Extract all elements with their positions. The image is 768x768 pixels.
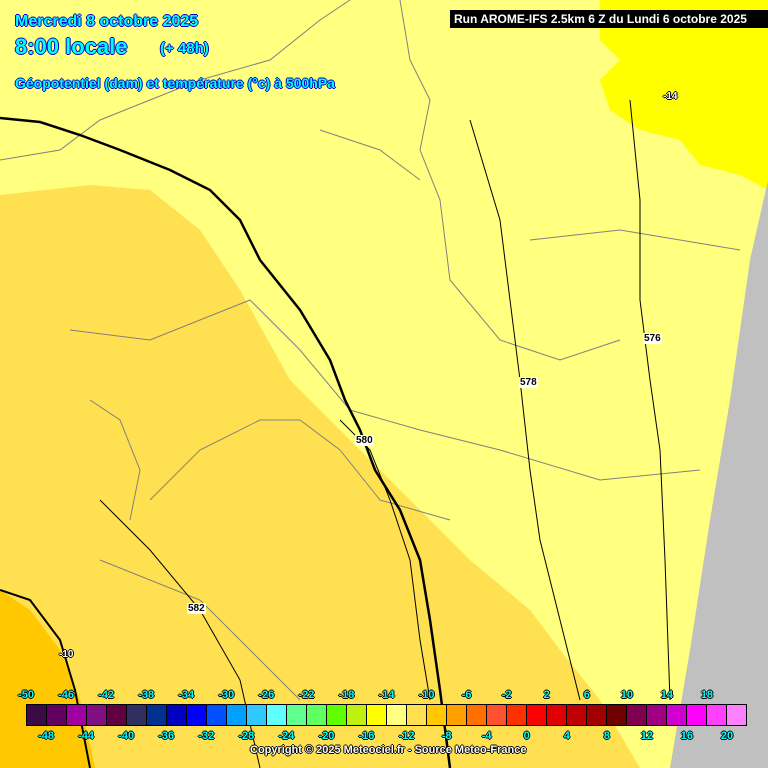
legend-swatch [407, 705, 427, 725]
temperature-contour [0, 116, 452, 768]
copyright: Copyright © 2025 Meteociel.fr - Source M… [250, 744, 527, 756]
legend-label-bottom: -28 [238, 730, 255, 742]
legend-swatch [707, 705, 727, 725]
legend-label-top: -42 [98, 689, 115, 701]
legend-label-bottom: -16 [358, 730, 375, 742]
field-bright-yellow [600, 0, 768, 190]
legend-swatch [207, 705, 227, 725]
color-legend [26, 704, 747, 726]
parameter-title: Géopotentiel (dam) et température (°c) à… [15, 75, 335, 91]
legend-label-bottom: 12 [640, 730, 653, 742]
legend-label-bottom: -32 [198, 730, 215, 742]
legend-label-top: -34 [178, 689, 195, 701]
legend-label-bottom: 8 [603, 730, 610, 742]
legend-swatch [627, 705, 647, 725]
legend-swatch [467, 705, 487, 725]
legend-label-bottom: 0 [523, 730, 530, 742]
run-info: Run AROME-IFS 2.5km 6 Z du Lundi 6 octob… [450, 10, 768, 28]
legend-swatch [107, 705, 127, 725]
contour-label: -14 [663, 91, 678, 102]
legend-label-top: -18 [338, 689, 355, 701]
legend-label-bottom: -20 [318, 730, 335, 742]
legend-label-top: 6 [583, 689, 590, 701]
legend-label-top: -38 [138, 689, 155, 701]
contour-label: 576 [643, 333, 662, 344]
legend-swatch [487, 705, 507, 725]
legend-label-bottom: -44 [78, 730, 95, 742]
forecast-time: 8:00 locale [15, 34, 128, 59]
legend-label-top: -10 [418, 689, 435, 701]
legend-swatch [367, 705, 387, 725]
legend-label-top: -30 [218, 689, 235, 701]
legend-swatch [67, 705, 87, 725]
legend-swatch [47, 705, 67, 725]
legend-swatch [187, 705, 207, 725]
legend-swatch [587, 705, 607, 725]
legend-swatch [247, 705, 267, 725]
legend-label-bottom: 4 [563, 730, 570, 742]
legend-label-bottom: 16 [680, 730, 694, 742]
legend-label-top: -26 [258, 689, 275, 701]
contour-label: 580 [355, 435, 374, 446]
legend-swatch [507, 705, 527, 725]
legend-swatch [647, 705, 667, 725]
no-data-area [670, 180, 768, 768]
legend-label-top: -46 [58, 689, 74, 701]
legend-swatch [667, 705, 687, 725]
forecast-date: Mercredi 8 octobre 2025 [15, 13, 199, 30]
contour-label: 582 [187, 603, 206, 614]
legend-swatch [387, 705, 407, 725]
legend-label-bottom: -8 [441, 730, 452, 742]
legend-label-top: 2 [543, 689, 550, 701]
legend-swatch [147, 705, 167, 725]
contour-label: -10 [59, 649, 74, 660]
legend-swatch [527, 705, 547, 725]
legend-swatch [127, 705, 147, 725]
legend-swatch [547, 705, 567, 725]
legend-swatch [87, 705, 107, 725]
legend-swatch [687, 705, 707, 725]
contour-label: 578 [519, 377, 538, 388]
legend-label-bottom: -24 [278, 730, 295, 742]
legend-swatch [327, 705, 347, 725]
legend-swatch [607, 705, 627, 725]
legend-swatch [727, 705, 746, 725]
legend-swatch [427, 705, 447, 725]
legend-label-bottom: -12 [398, 730, 415, 742]
legend-swatch [167, 705, 187, 725]
legend-swatch [447, 705, 467, 725]
legend-swatch [347, 705, 367, 725]
legend-swatch [267, 705, 287, 725]
legend-label-bottom: -48 [38, 730, 54, 742]
legend-swatch [567, 705, 587, 725]
legend-label-bottom: 20 [720, 730, 734, 742]
legend-label-top: -2 [501, 689, 512, 701]
legend-label-top: -14 [378, 689, 395, 701]
legend-label-bottom: -36 [158, 730, 175, 742]
legend-label-top: -22 [298, 689, 315, 701]
legend-label-top: 10 [620, 689, 633, 701]
legend-label-bottom: -4 [481, 730, 492, 742]
legend-swatch [307, 705, 327, 725]
legend-label-top: 14 [660, 689, 673, 701]
forecast-lead: (+ 48h) [160, 40, 209, 57]
legend-label-bottom: -40 [118, 730, 135, 742]
legend-label-top: 18 [700, 689, 714, 701]
legend-label-top: -6 [461, 689, 472, 701]
legend-label-top: -50 [18, 689, 34, 701]
legend-swatch [287, 705, 307, 725]
legend-swatch [27, 705, 47, 725]
field-medium-yellow [0, 185, 640, 768]
borders [0, 0, 741, 701]
legend-swatch [227, 705, 247, 725]
